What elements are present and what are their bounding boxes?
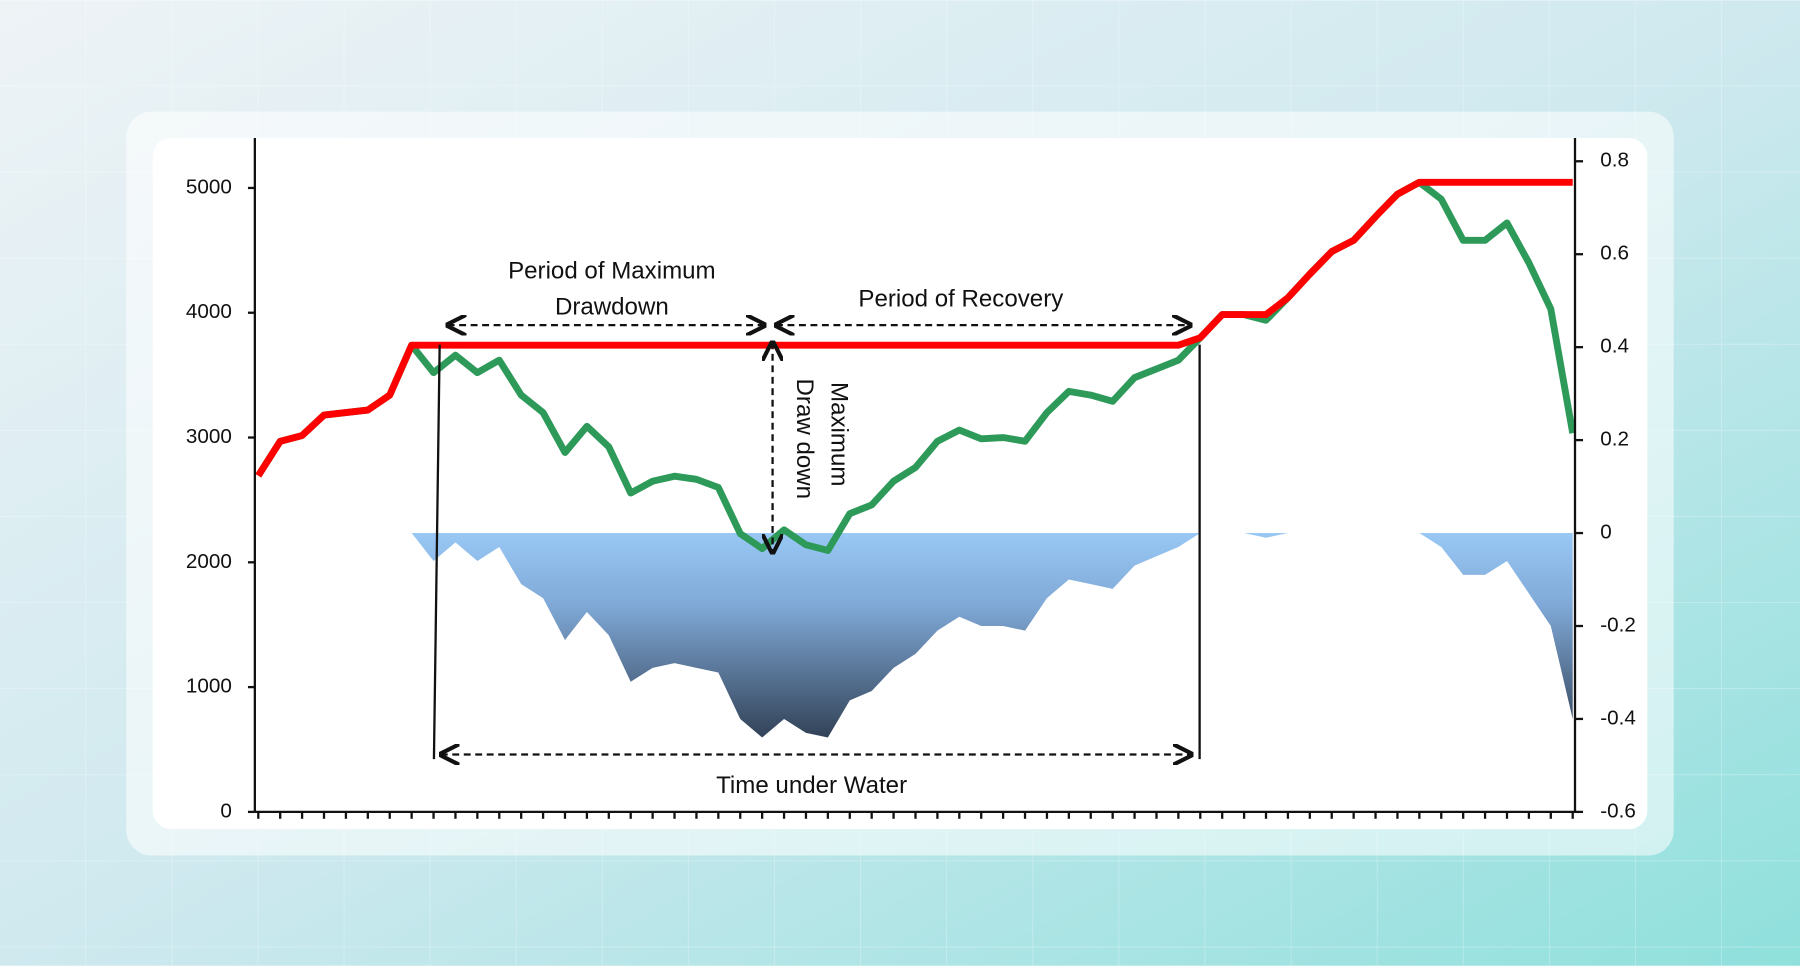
- y-tick-label: 3000: [186, 425, 232, 448]
- y-tick-label: 4000: [186, 300, 232, 323]
- y2-tick-label: 0.6: [1600, 242, 1629, 265]
- y2-tick-label: -0.2: [1600, 613, 1636, 636]
- drawdown-area: [258, 533, 1573, 738]
- y2-tick-label: 0.8: [1600, 149, 1629, 172]
- y2-tick-label: 0: [1600, 521, 1612, 544]
- annotations: Period of Maximum Drawdown Period of Rec…: [432, 258, 1201, 799]
- y-tick-label: 2000: [186, 550, 232, 573]
- annotation: Drawdown: [555, 293, 669, 320]
- y2-tick-label: -0.6: [1600, 799, 1636, 822]
- y2-tick-label: 0.2: [1600, 428, 1629, 451]
- annotation: Maximum: [826, 382, 853, 486]
- plot-area: 0 1000 2000 3000 4000 5000 -0.6 -0.4 -0.2 0 0.2 0.4…: [186, 138, 1636, 822]
- underwater-start-line: [432, 344, 441, 760]
- y-tick-label: 1000: [186, 675, 232, 698]
- annotation: Period of Maximum: [508, 258, 716, 285]
- y-tick-label: 0: [220, 799, 232, 822]
- annotation: Period of Recovery: [858, 285, 1063, 312]
- annotation: Time under Water: [716, 772, 907, 799]
- y-tick-label: 5000: [186, 175, 232, 198]
- annotation: Draw down: [791, 379, 818, 500]
- chart-panel: [152, 138, 1648, 830]
- y2-tick-label: -0.4: [1600, 706, 1636, 729]
- y2-tick-label: 0.4: [1600, 335, 1629, 358]
- series-line: [255, 178, 1573, 478]
